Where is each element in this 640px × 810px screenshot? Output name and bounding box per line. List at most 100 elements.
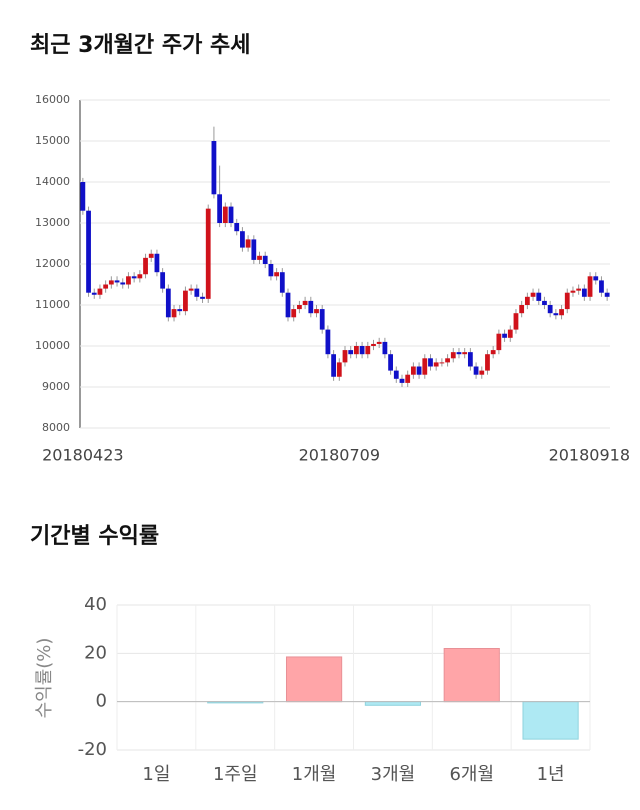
candle-body [222,206,228,223]
candle-body [279,272,285,293]
candle-body [422,358,428,375]
candle-body [507,329,513,338]
candle-body [593,276,599,281]
x-tick-label: 1개월 [292,764,337,785]
candle-body [319,309,325,330]
y-tick-label: 40 [84,594,107,615]
candle-body [559,309,564,316]
candle-body [348,350,354,355]
candle-body [291,309,297,318]
x-tick-label: 20180709 [299,446,380,465]
candle-body [131,276,137,279]
bar [443,648,500,703]
candle-body [257,255,262,260]
candle-body [331,354,336,377]
x-tick-label: 6개월 [449,764,494,785]
candle-body [251,239,257,260]
y-tick-label: 11000 [35,298,70,311]
x-tick-label: 1일 [142,764,170,785]
candle-body [217,194,223,223]
candle-body [570,290,576,293]
candle-body [485,354,490,371]
y-tick-label: 10000 [35,339,70,352]
y-tick-label: 8000 [42,421,70,434]
candle-body [553,313,559,316]
candle-body [143,257,148,275]
candle-body [137,274,143,279]
candle-body [462,352,468,355]
candle-body [325,329,331,355]
candle-body [120,282,126,285]
candle-body [336,362,342,377]
y-tick-label: 20 [84,642,107,663]
candle-body [114,280,120,283]
candle-body [297,305,302,310]
y-tick-label: 14000 [35,175,70,188]
y-tick-label: 13000 [35,216,70,229]
chart-title: 기간별 수익률 [30,524,159,549]
bar [522,701,579,740]
candle-body [245,239,251,248]
candle-body [154,253,160,273]
y-tick-label: 0 [96,691,107,712]
candle-body [365,346,371,355]
candle-body [183,290,188,312]
candle-body [126,276,131,285]
candle-body [302,300,308,305]
candle-body [103,284,109,289]
candle-body [91,292,97,295]
x-tick-label: 3개월 [371,764,416,785]
candle-body [547,305,553,314]
candle-body [502,333,507,338]
y-tick-label: 12000 [35,257,70,270]
x-tick-label: 20180918 [549,446,630,465]
candle-body [80,182,86,211]
candle-body [405,374,411,383]
candle-body [416,366,422,375]
candle-body [160,272,166,289]
candle-body [519,305,525,314]
candle-body [268,264,274,277]
candle-body [587,276,593,297]
candle-body [359,346,365,355]
candle-body [445,358,450,363]
candle-body [450,352,456,359]
candle-body [200,296,205,299]
candle-body [456,352,462,355]
candle-body [165,288,171,318]
candle-body [599,280,604,293]
candle-body [308,300,314,314]
candle-body [542,300,547,305]
candle-body [410,366,416,375]
candle-body [194,288,200,297]
candle-body [433,362,439,367]
bar [285,656,343,703]
y-axis-label: 수익률(%) [34,638,55,719]
candle-body [234,223,240,232]
candle-body [188,288,194,291]
candle-body [513,313,519,330]
candle-body [262,255,268,264]
candle-body [393,370,399,379]
x-tick-label: 1주일 [213,764,258,785]
x-tick-label: 1년 [537,764,565,785]
candle-body [490,350,496,355]
candle-body [354,346,359,355]
candle-body [467,352,473,367]
candle-body [108,280,114,285]
candle-body [240,231,245,248]
candle-body [439,362,445,364]
candle-body [371,343,376,346]
y-tick-label: 9000 [42,380,70,393]
candle-body [536,292,542,301]
chart-title: 최근 3개월간 주가 추세 [30,33,250,58]
candle-body [376,341,382,344]
candle-body [205,208,211,299]
candle-body [604,292,610,297]
candle-body [148,253,154,258]
candle-body [479,370,485,375]
candle-body [97,288,103,295]
x-tick-label: 20180423 [42,446,123,465]
candle-body [576,288,582,291]
